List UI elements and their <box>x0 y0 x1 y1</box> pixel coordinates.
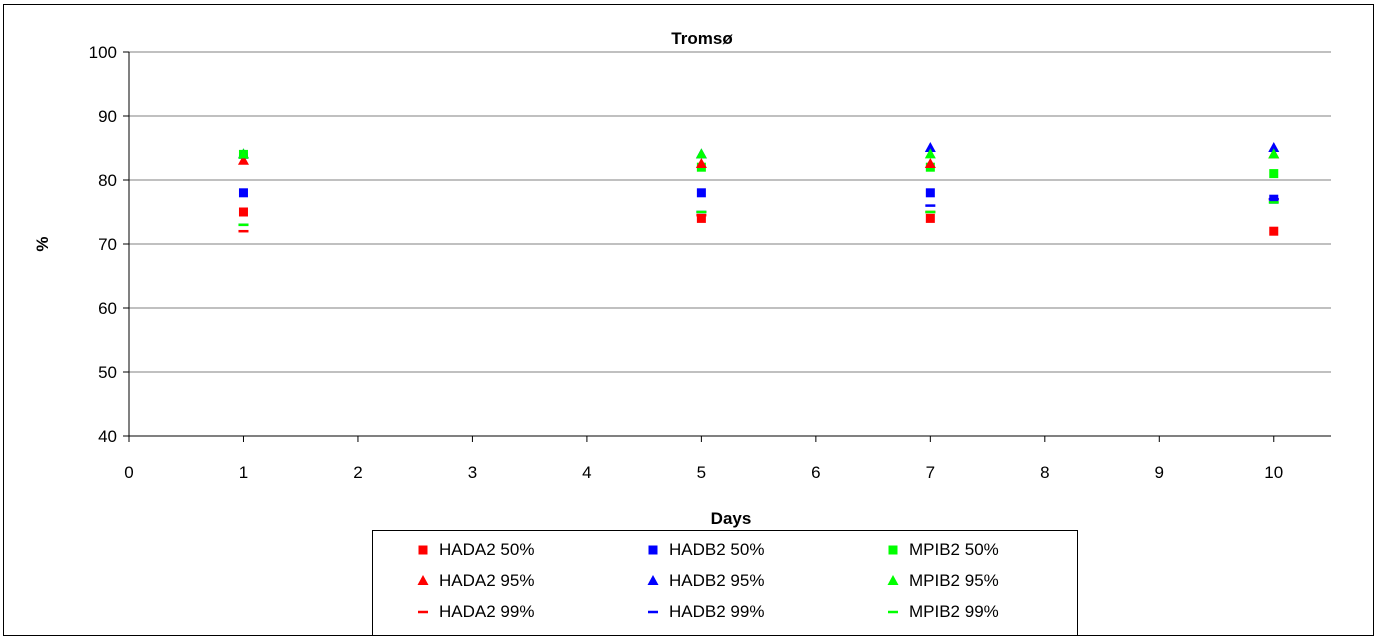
y-tick-label: 80 <box>98 171 117 190</box>
legend-marker-shape <box>888 545 898 555</box>
legend-marker <box>418 610 428 614</box>
axes: 40 50 60 70 80 90 100 0 1 2 3 4 5 6 7 8 9 10 <box>89 43 1331 482</box>
legend-label: MPIB2 95% <box>909 571 999 590</box>
legend-entry: HADA2 95% <box>413 566 534 596</box>
y-tick-label: 40 <box>98 427 117 446</box>
legend-marker <box>648 545 658 555</box>
legend-marker-shape <box>888 610 898 614</box>
legend-entry: MPIB2 95% <box>883 566 999 596</box>
data-point <box>696 210 707 214</box>
x-tick-label: 5 <box>697 463 706 482</box>
x-tick-label: 10 <box>1264 463 1283 482</box>
data-point <box>1269 226 1279 236</box>
data-point <box>696 213 707 217</box>
legend-label: HADB2 99% <box>669 602 765 621</box>
legend-entry: MPIB2 99% <box>883 597 999 627</box>
data-point <box>925 204 936 207</box>
data-point <box>237 154 249 165</box>
data-point <box>238 223 249 227</box>
legend-label: HADB2 95% <box>669 571 765 590</box>
y-tick-label: 50 <box>98 363 117 382</box>
legend-entry: HADA2 50% <box>413 535 534 565</box>
data-point <box>1268 148 1280 159</box>
legend-marker <box>888 610 898 614</box>
legend-marker-shape <box>648 610 658 614</box>
y-tick-label: 70 <box>98 235 117 254</box>
x-tick-label: 9 <box>1155 463 1164 482</box>
legend-entry: HADA2 99% <box>413 597 534 627</box>
legend-marker-shape <box>418 545 428 555</box>
legend-label: HADA2 95% <box>439 571 535 590</box>
legend-entry: HADB2 95% <box>643 566 764 596</box>
legend-marker-shape <box>887 575 899 585</box>
data-point <box>696 188 706 198</box>
x-tick-label: 6 <box>811 463 820 482</box>
chart-title: Tromsø <box>671 29 733 48</box>
legend-marker <box>888 545 898 555</box>
legend-label: MPIB2 99% <box>909 602 999 621</box>
legend: HADA2 50% HADB2 50% MPIB2 50% HADA2 95% HADB… <box>372 530 1078 636</box>
legend-marker <box>887 575 899 585</box>
x-tick-label: 4 <box>582 463 591 482</box>
y-tick-label: 90 <box>98 107 117 126</box>
legend-entry: HADB2 99% <box>643 597 764 627</box>
data-point <box>1268 142 1280 152</box>
data-point <box>696 213 706 223</box>
x-tick-label: 7 <box>926 463 935 482</box>
y-tick-label: 100 <box>89 43 117 62</box>
y-axis-title: % <box>33 236 52 251</box>
legend-label: HADA2 99% <box>439 602 535 621</box>
data-point <box>238 207 248 217</box>
data-point <box>924 142 936 152</box>
x-tick-label: 1 <box>239 463 248 482</box>
data-point <box>925 188 935 198</box>
legend-marker-shape <box>417 575 429 585</box>
x-tick-label: 0 <box>124 463 133 482</box>
data-point <box>924 158 936 168</box>
legend-marker <box>417 575 429 585</box>
x-axis-title: Days <box>711 509 752 528</box>
data-point <box>1268 201 1279 204</box>
x-tick-label: 8 <box>1040 463 1049 482</box>
data-point <box>695 158 707 168</box>
legend-marker-shape <box>418 610 428 614</box>
legend-entry: HADB2 50% <box>643 535 764 565</box>
x-tick-label: 2 <box>353 463 362 482</box>
data-point <box>1268 197 1279 201</box>
y-tick-label: 60 <box>98 299 117 318</box>
data-points <box>237 142 1280 236</box>
legend-entry: MPIB2 50% <box>883 535 999 565</box>
data-point <box>237 148 249 159</box>
legend-marker <box>647 575 659 585</box>
data-point <box>238 188 248 198</box>
data-point <box>238 229 249 233</box>
legend-marker-shape <box>647 575 659 585</box>
data-point <box>925 210 936 214</box>
legend-label: HADB2 50% <box>669 540 765 559</box>
gridlines <box>129 51 1331 373</box>
x-tick-label: 3 <box>468 463 477 482</box>
data-point <box>695 148 707 159</box>
legend-marker <box>418 545 428 555</box>
data-point <box>1269 169 1279 179</box>
legend-marker-shape <box>648 545 658 555</box>
legend-label: HADA2 50% <box>439 540 535 559</box>
data-point <box>925 213 935 223</box>
data-point <box>924 148 936 159</box>
legend-marker <box>648 610 658 614</box>
legend-label: MPIB2 50% <box>909 540 999 559</box>
